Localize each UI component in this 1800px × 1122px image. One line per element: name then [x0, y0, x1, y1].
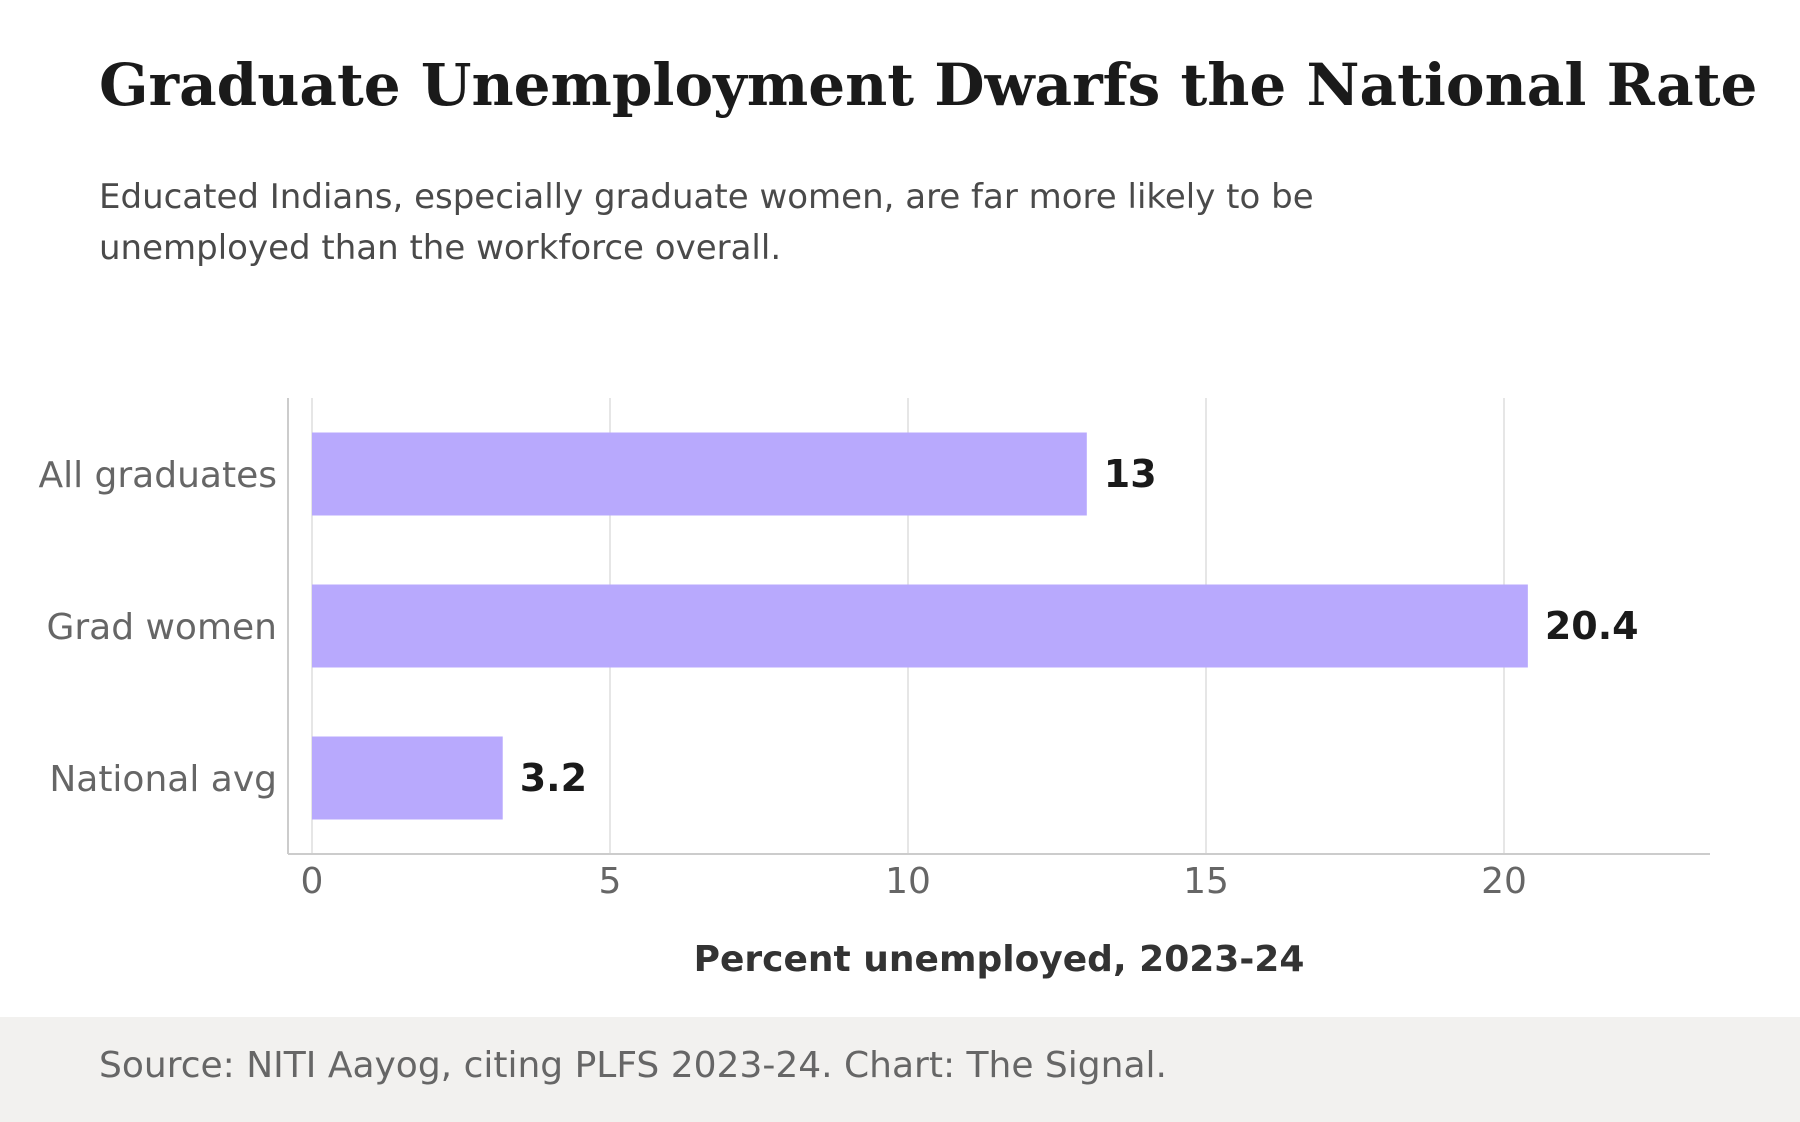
source-note: Source: NITI Aayog, citing PLFS 2023-24.…: [99, 1045, 1167, 1086]
category-label: Grad women: [46, 607, 277, 648]
chart-subtitle: Educated Indians, especially graduate wo…: [99, 177, 1314, 268]
category-label: All graduates: [38, 455, 277, 496]
x-tick-label: 0: [301, 861, 324, 902]
value-label: 13: [1104, 452, 1157, 496]
x-axis-title: Percent unemployed, 2023-24: [694, 939, 1305, 980]
bar: [312, 432, 1087, 516]
axes: [287, 398, 1710, 855]
footer-band: [0, 1017, 1800, 1122]
x-tick-label: 5: [599, 861, 622, 902]
value-label: 20.4: [1545, 604, 1639, 648]
category-label: National avg: [49, 759, 277, 800]
chart-title: Graduate Unemployment Dwarfs the Nationa…: [99, 51, 1758, 119]
x-tick-label: 15: [1183, 861, 1229, 902]
bar: [312, 584, 1528, 668]
value-label: 3.2: [520, 756, 587, 800]
x-tick-label: 10: [885, 861, 931, 902]
bar: [312, 736, 503, 820]
x-tick-label: 20: [1481, 861, 1527, 902]
labels: 0 5 10 15 20 All graduates 13 Grad women 20.4 Nat…: [38, 452, 1638, 980]
bars: [312, 432, 1528, 820]
